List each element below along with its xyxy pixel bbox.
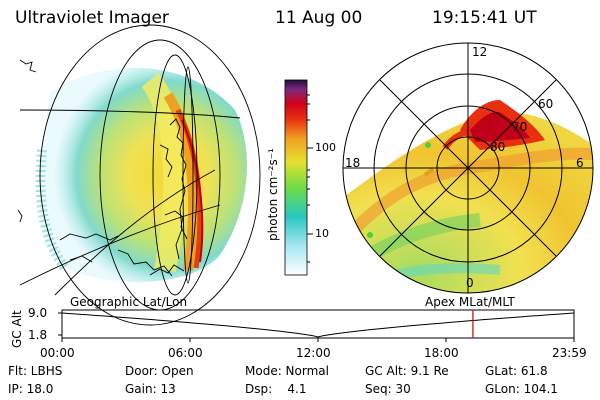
- mlt-18-label: 18: [345, 156, 361, 170]
- colorbar-tick-10: 10: [315, 227, 329, 240]
- geographic-label: Geographic Lat/Lon: [70, 295, 188, 309]
- status-door: Door: Open: [125, 364, 194, 378]
- timeline-y-top: 9.0: [28, 306, 48, 320]
- status-dsp: Dsp: 4.1: [245, 382, 307, 396]
- tick-0000: 00:00: [40, 346, 75, 360]
- polar-image: [342, 42, 594, 294]
- tick-0600: 06:00: [168, 346, 203, 360]
- mlt-6-label: 6: [576, 156, 584, 170]
- status-gc-alt: GC Alt: 9.1 Re: [365, 364, 449, 378]
- title: Ultraviolet Imager: [15, 8, 169, 28]
- lat-70-label: 70: [512, 120, 528, 134]
- colorbar-ticks: [307, 94, 313, 263]
- timeline-ylabel: GC Alt: [10, 310, 24, 348]
- colorbar-tick-100: 100: [315, 141, 336, 154]
- date: 11 Aug 00: [275, 8, 363, 28]
- tick-1200: 12:00: [296, 346, 331, 360]
- status-seq: Seq: 30: [365, 382, 411, 396]
- apex-label: Apex MLat/MLT: [425, 295, 515, 309]
- status-glon: GLon: 104.1: [485, 382, 558, 396]
- timeline-y-bottom: 1.8: [28, 328, 48, 342]
- time: 19:15:41 UT: [432, 8, 537, 28]
- status-mode: Mode: Normal: [245, 364, 329, 378]
- status-glat: GLat: 61.8: [485, 364, 548, 378]
- mlt-12-label: 12: [472, 45, 488, 59]
- lat-80-label: 80: [490, 140, 506, 154]
- tick-2359: 23:59: [552, 346, 587, 360]
- status-gain: Gain: 13: [125, 382, 176, 396]
- tick-1800: 18:00: [424, 346, 459, 360]
- colorbar: [284, 79, 308, 276]
- lat-60-label: 60: [538, 97, 554, 111]
- altitude-timeline: [58, 309, 575, 342]
- mlt-0-label: 0: [466, 276, 474, 290]
- colorbar-label: photon cm⁻²s⁻¹: [266, 148, 280, 241]
- status-flt: Flt: LBHS: [8, 364, 63, 378]
- status-ip: IP: 18.0: [8, 382, 54, 396]
- geographic-image: [17, 24, 261, 326]
